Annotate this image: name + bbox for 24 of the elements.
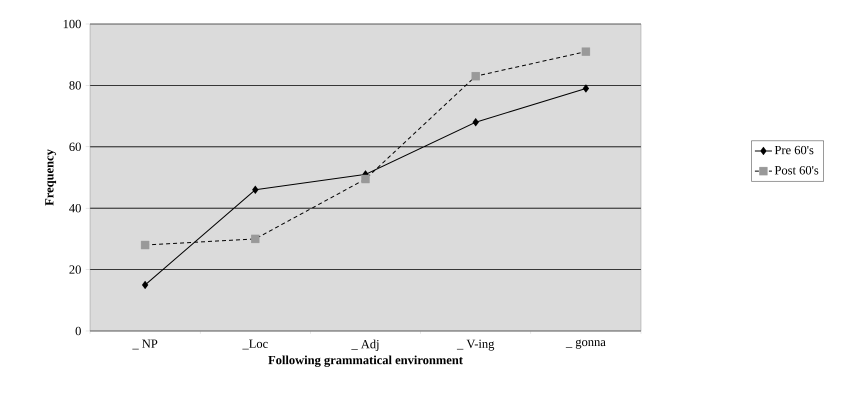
x-axis-title: Following grammatical environment	[268, 355, 463, 367]
point	[472, 118, 479, 126]
point	[142, 280, 148, 290]
legend-label: Pre 60's	[774, 146, 814, 154]
point	[472, 72, 480, 80]
point	[582, 84, 590, 93]
y-tick-label: 20	[69, 265, 81, 274]
x-tick-label: _ NP	[132, 340, 158, 350]
y-tick-label: 60	[69, 142, 81, 152]
y-tick-label: 100	[64, 20, 81, 28]
point	[361, 174, 370, 184]
point	[252, 186, 259, 194]
y-tick-label: 80	[69, 81, 81, 90]
x-tick-label: _Loc	[242, 340, 268, 350]
point	[251, 234, 260, 244]
x-tick-label: _ gonna	[566, 340, 606, 349]
x-tick-label: _ Adj	[351, 340, 378, 351]
x-tick-label: _ V-ing	[456, 340, 494, 351]
y-tick-label: 0	[76, 326, 81, 336]
legend-label: Post 60's	[774, 166, 818, 174]
y-tick-label: 40	[69, 204, 81, 212]
y-axis-title: Frequency	[45, 149, 56, 206]
point	[582, 47, 590, 56]
point	[140, 240, 150, 250]
